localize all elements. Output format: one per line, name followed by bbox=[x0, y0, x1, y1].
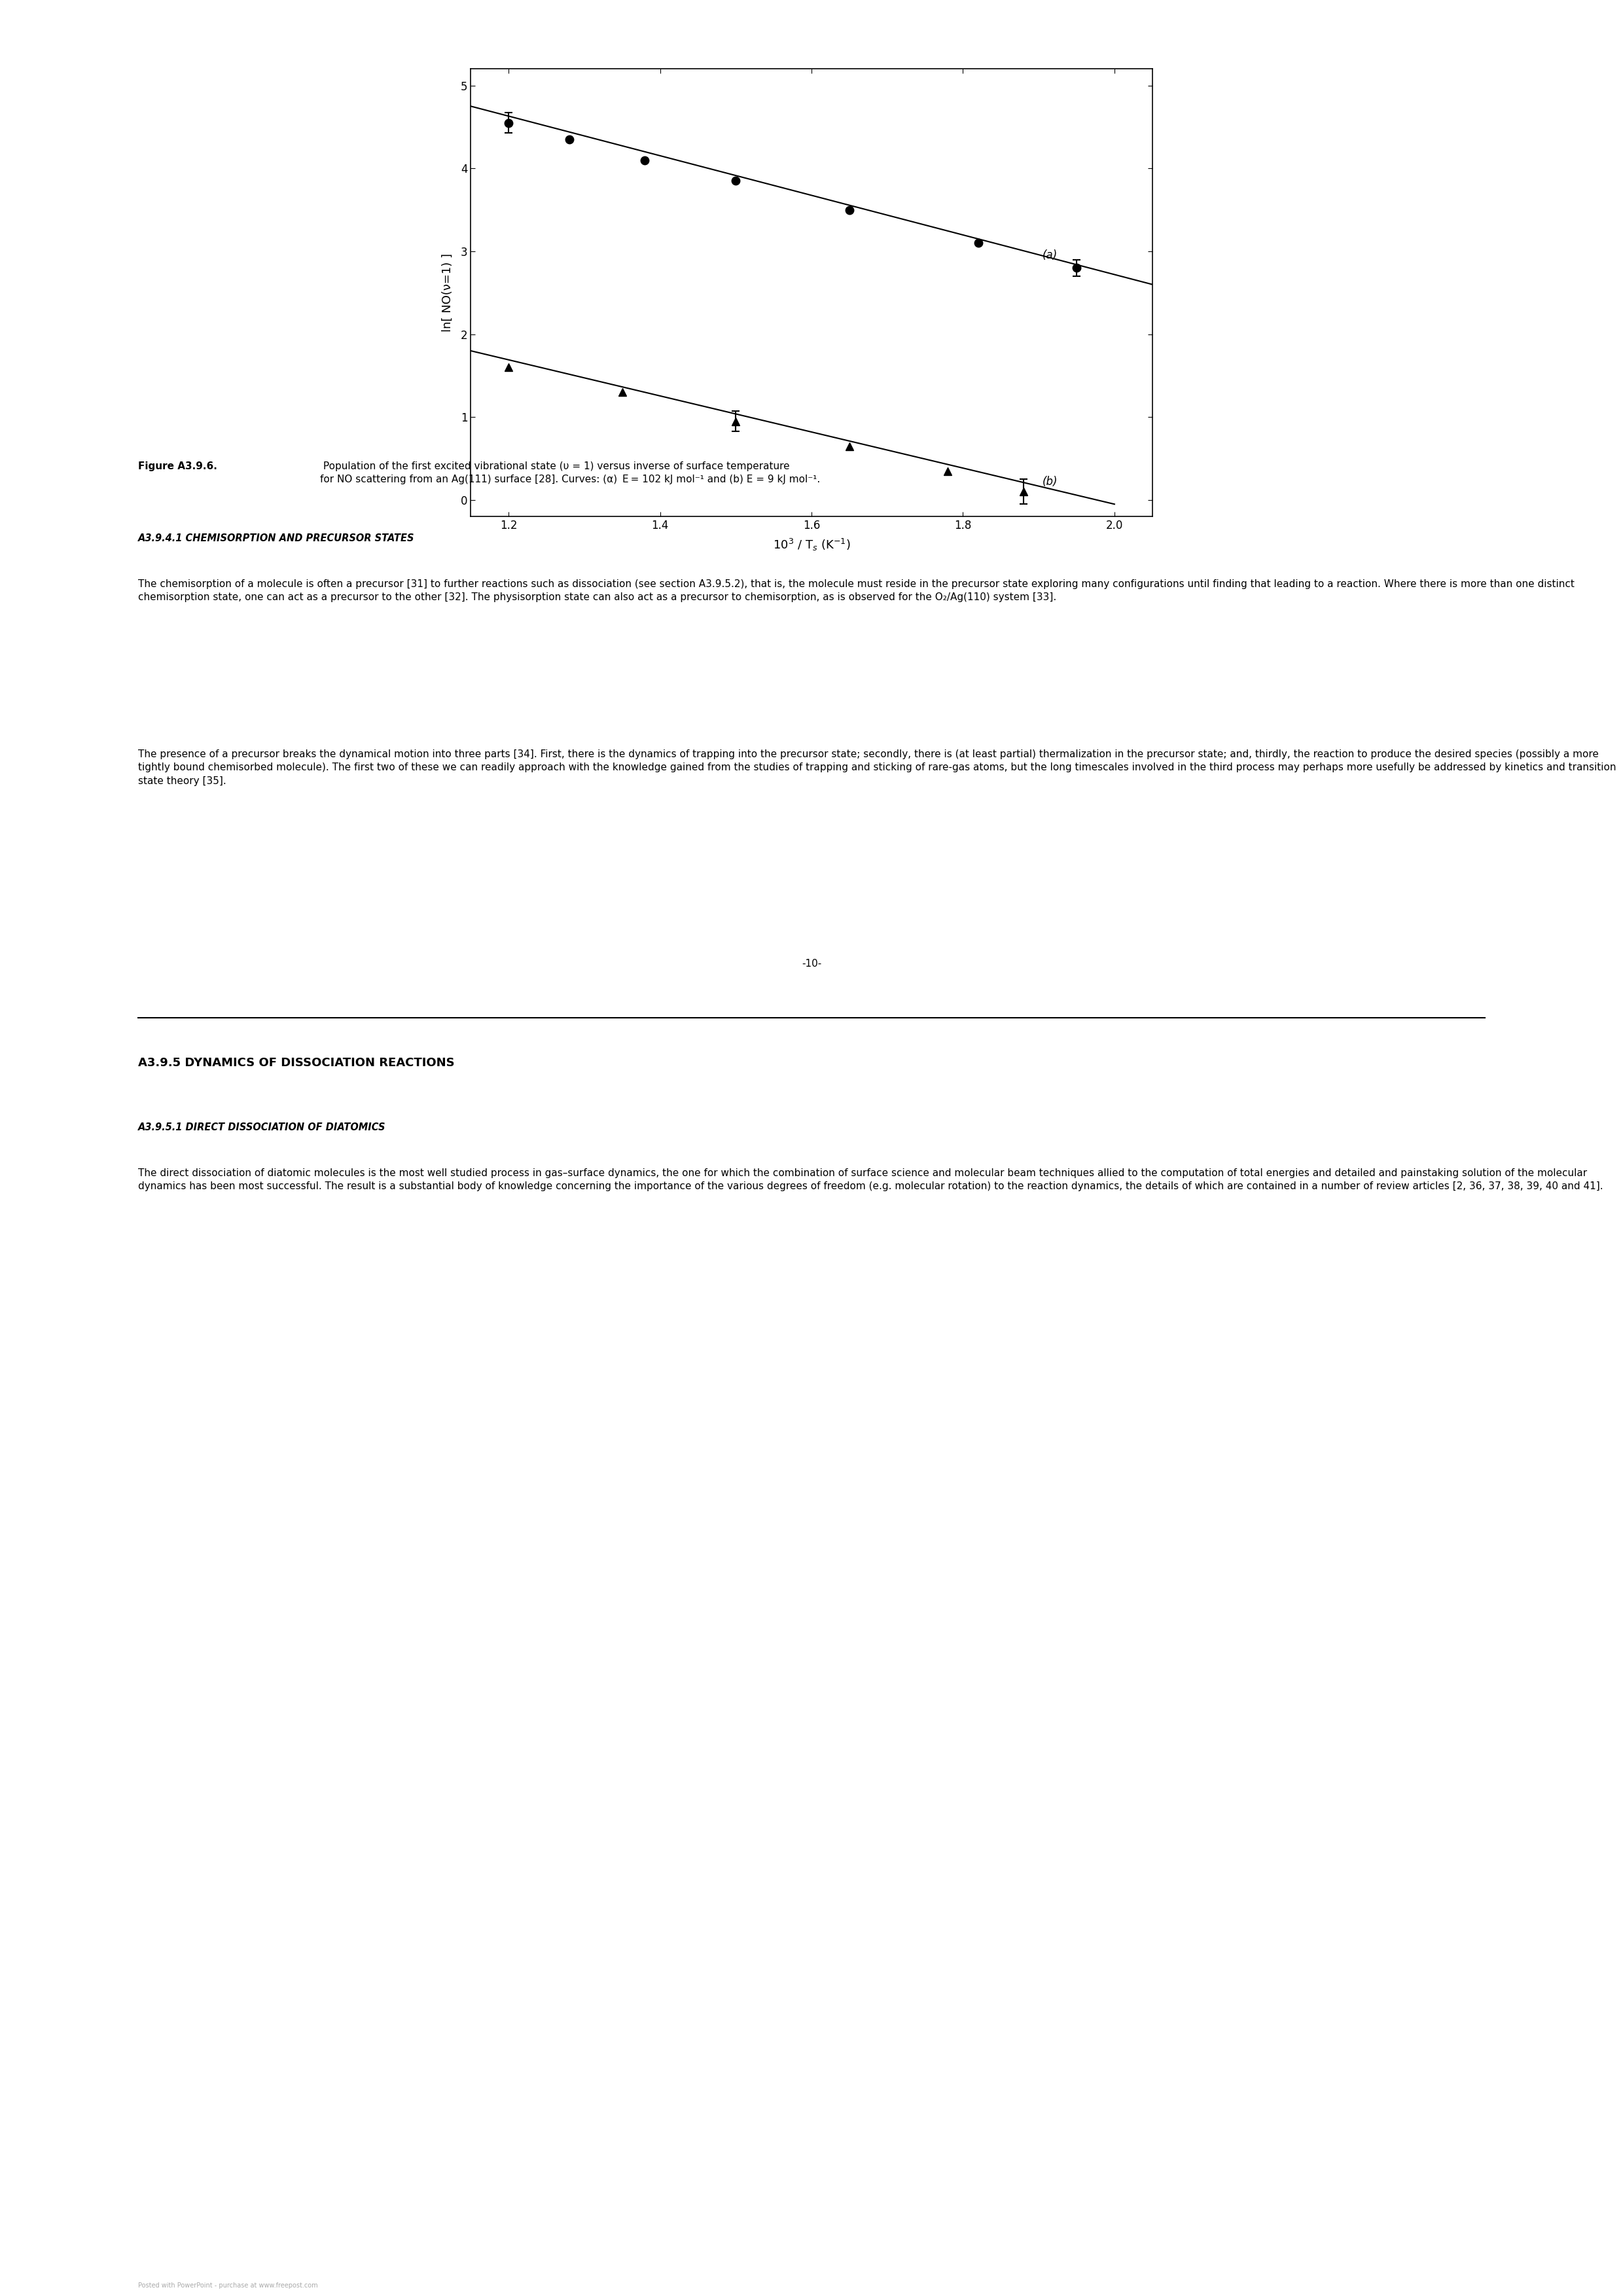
Text: A3.9.4.1 CHEMISORPTION AND PRECURSOR STATES: A3.9.4.1 CHEMISORPTION AND PRECURSOR STA… bbox=[138, 533, 414, 544]
X-axis label: 10$^3$ / T$_s$ (K$^{-1}$): 10$^3$ / T$_s$ (K$^{-1}$) bbox=[773, 537, 850, 551]
Text: A3.9.5 DYNAMICS OF DISSOCIATION REACTIONS: A3.9.5 DYNAMICS OF DISSOCIATION REACTION… bbox=[138, 1056, 454, 1070]
Text: A3.9.5.1 DIRECT DISSOCIATION OF DIATOMICS: A3.9.5.1 DIRECT DISSOCIATION OF DIATOMIC… bbox=[138, 1123, 386, 1132]
Text: The presence of a precursor breaks the dynamical motion into three parts [34]. F: The presence of a precursor breaks the d… bbox=[138, 748, 1617, 785]
Text: -10-: -10- bbox=[802, 960, 821, 969]
Y-axis label: ln[ NO(ν=1) ]: ln[ NO(ν=1) ] bbox=[441, 253, 453, 333]
Text: Population of the first excited vibrational state (υ = 1) versus inverse of surf: Population of the first excited vibratio… bbox=[320, 461, 820, 484]
Text: Posted with PowerPoint - purchase at www.freepost.com: Posted with PowerPoint - purchase at www… bbox=[138, 2282, 318, 2289]
Text: (b): (b) bbox=[1042, 475, 1058, 487]
Text: (a): (a) bbox=[1042, 250, 1058, 262]
Text: Figure A3.9.6.: Figure A3.9.6. bbox=[138, 461, 217, 471]
Text: The direct dissociation of diatomic molecules is the most well studied process i: The direct dissociation of diatomic mole… bbox=[138, 1169, 1604, 1192]
Text: The chemisorption of a molecule is often a precursor [31] to further reactions s: The chemisorption of a molecule is often… bbox=[138, 579, 1574, 602]
